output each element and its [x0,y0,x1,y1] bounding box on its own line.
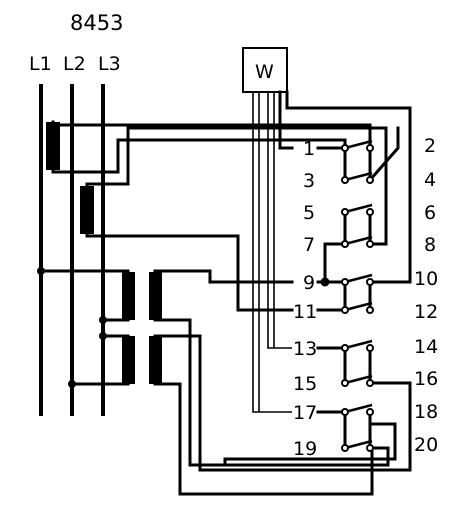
terminal-label: 11 [293,301,317,323]
switch-bank [323,126,400,452]
terminal-label: 15 [293,373,317,395]
terminal-label: 16 [414,368,438,390]
terminal-label: 2 [424,135,436,157]
terminal-label: 9 [303,272,315,294]
terminal-label: 3 [303,170,315,192]
current-transformer-1 [46,120,372,182]
junction-dot [99,332,107,340]
terminal-label: 19 [293,438,317,460]
terminal-label: 18 [414,401,438,423]
return-wire [223,422,397,464]
terminal-label: 17 [293,402,317,424]
phase-label-l1: L1 [29,53,52,75]
terminal-label: 6 [424,202,436,224]
terminal-label: 1 [303,138,315,160]
junction-dot [37,267,45,275]
terminal-label: 7 [303,234,315,256]
terminal-label: 8 [424,234,436,256]
terminal-label: 10 [414,268,438,290]
diagram-title: 8453 [70,11,123,35]
terminal-label: 13 [293,338,317,360]
voltage-transformer-upper [39,269,390,467]
junction-dot [99,316,107,324]
terminal-label: 20 [414,434,438,456]
voltage-transformer-lower [70,334,412,496]
current-transformer-2 [80,126,388,312]
wattmeter: W [242,47,412,413]
terminal-label: 4 [424,169,436,191]
terminal-label: 14 [414,336,438,358]
terminal-label: 5 [303,202,315,224]
phase-label-l3: L3 [98,53,121,75]
phase-label-l2: L2 [63,53,86,75]
wattmeter-label: W [255,61,274,83]
terminal-label: 12 [414,301,438,323]
junction-dot [68,380,76,388]
